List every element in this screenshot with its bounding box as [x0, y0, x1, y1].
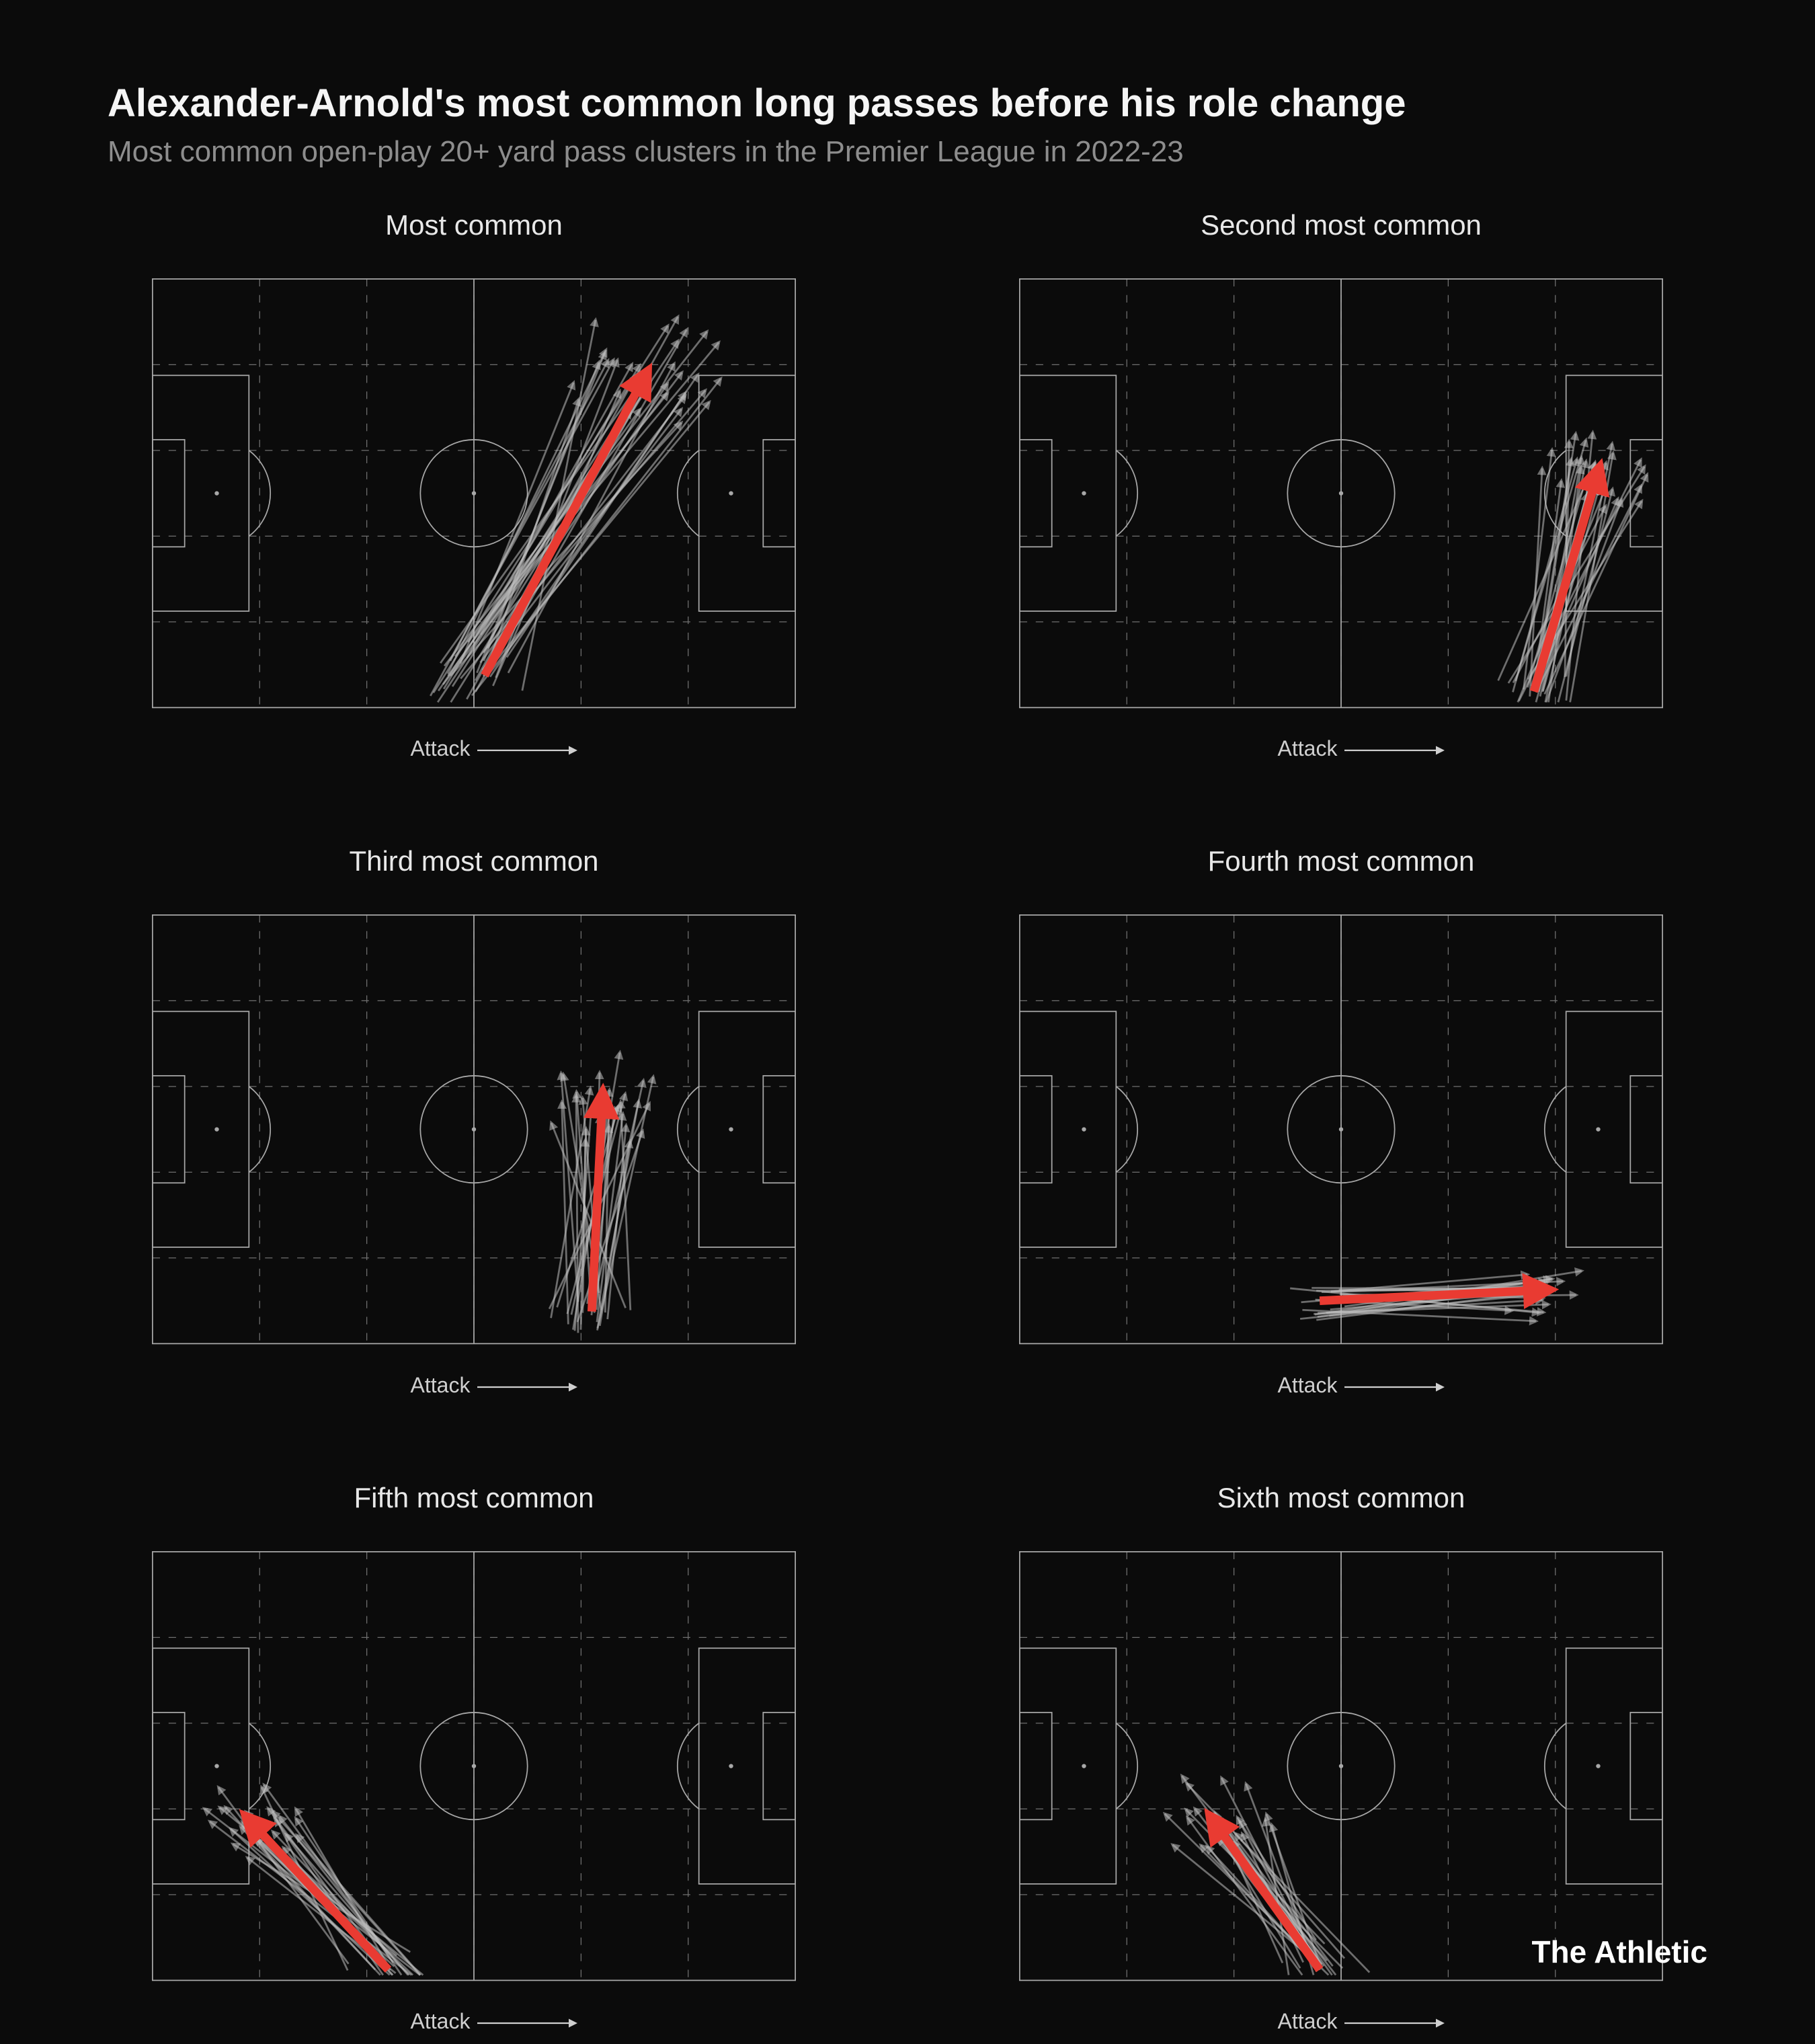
brand-label: The Athletic — [1531, 1934, 1707, 1970]
pitch-wrap — [131, 258, 817, 729]
pitch-panel: Second most common Attack — [975, 209, 1707, 771]
attack-direction-label: Attack — [1278, 736, 1338, 760]
panel-title: Fourth most common — [1208, 845, 1475, 877]
attack-label: Attack — [108, 1372, 840, 1408]
pitch-wrap — [998, 1530, 1684, 2002]
panel-title: Third most common — [349, 845, 598, 877]
pitch-svg — [998, 894, 1684, 1365]
figure-subtitle: Most common open-play 20+ yard pass clus… — [108, 135, 1707, 169]
panel-title: Most common — [385, 209, 563, 241]
attack-direction-label: Attack — [411, 736, 471, 760]
attack-label: Attack — [108, 2008, 840, 2044]
attack-label: Attack — [975, 2008, 1707, 2044]
mean-arrow — [592, 1097, 602, 1312]
attack-label: Attack — [108, 736, 840, 771]
pitch-panel: Fifth most common Attack — [108, 1482, 840, 2044]
panel-title: Fifth most common — [354, 1482, 594, 1514]
pitch-svg — [131, 1530, 817, 2002]
pitch-wrap — [131, 894, 817, 1365]
pitch-wrap — [998, 258, 1684, 729]
pitch-svg — [131, 258, 817, 729]
pitch-svg — [998, 1530, 1684, 2002]
attack-label: Attack — [975, 1372, 1707, 1408]
pitch-wrap — [998, 894, 1684, 1365]
pitch-svg — [131, 894, 817, 1365]
attack-direction-label: Attack — [1278, 1373, 1338, 1397]
pitch-svg — [998, 258, 1684, 729]
panel-title: Sixth most common — [1217, 1482, 1465, 1514]
panel-title: Second most common — [1201, 209, 1482, 241]
pitch-panel: Most common Attack — [108, 209, 840, 771]
mean-arrow — [485, 375, 645, 675]
attack-direction-label: Attack — [411, 2009, 471, 2033]
figure-container: Alexander-Arnold's most common long pass… — [0, 0, 1815, 2017]
attack-direction-label: Attack — [411, 1373, 471, 1397]
pitch-panel: Fourth most common Attack — [975, 845, 1707, 1407]
attack-direction-label: Attack — [1278, 2009, 1338, 2033]
panel-grid: Most common Attack Second most common Attac… — [108, 209, 1707, 2044]
figure-title: Alexander-Arnold's most common long pass… — [108, 81, 1707, 126]
attack-label: Attack — [975, 736, 1707, 771]
pitch-wrap — [131, 1530, 817, 2002]
pitch-panel: Third most common Attack — [108, 845, 840, 1407]
